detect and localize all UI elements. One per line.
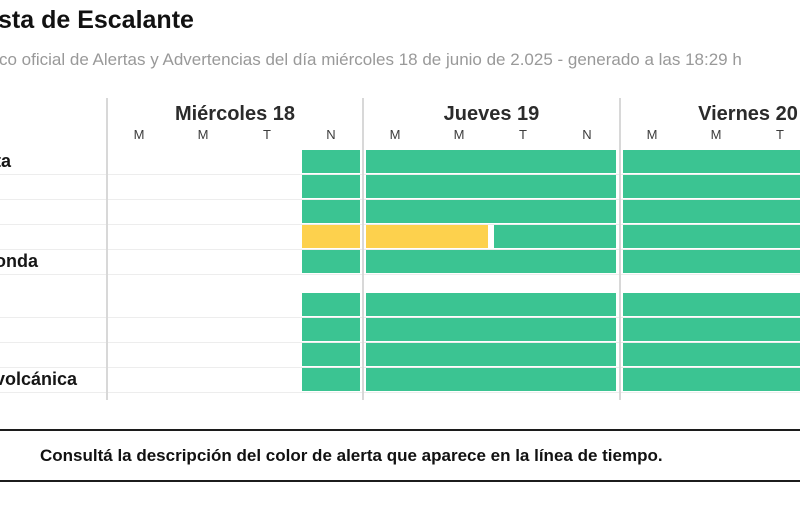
row-label: volcánica bbox=[0, 369, 78, 389]
gridline bbox=[0, 274, 800, 275]
page-title: sta de Escalante bbox=[0, 6, 194, 34]
alert-bar[interactable] bbox=[623, 225, 800, 248]
alert-bar[interactable] bbox=[623, 368, 800, 391]
alert-bar[interactable] bbox=[302, 343, 360, 366]
period-label: N bbox=[326, 127, 336, 142]
gridline bbox=[0, 199, 800, 200]
column-divider bbox=[106, 98, 108, 400]
alert-bar[interactable] bbox=[623, 175, 800, 198]
footer-bottom-rule bbox=[0, 480, 800, 482]
period-label: M bbox=[133, 127, 145, 142]
alert-bar[interactable] bbox=[366, 150, 616, 173]
row-label: onda bbox=[0, 251, 38, 271]
alert-bar[interactable] bbox=[302, 318, 360, 341]
alert-bar[interactable] bbox=[366, 250, 616, 273]
period-label: N bbox=[582, 127, 592, 142]
gridline bbox=[0, 174, 800, 175]
alert-bar[interactable] bbox=[302, 225, 360, 248]
period-label: M bbox=[453, 127, 465, 142]
alert-bar[interactable] bbox=[366, 293, 616, 316]
day-header: Viernes 20 bbox=[698, 103, 798, 125]
alert-bar[interactable] bbox=[623, 343, 800, 366]
alert-bar[interactable] bbox=[623, 318, 800, 341]
page-subtitle: co oficial de Alertas y Advertencias del… bbox=[0, 50, 742, 69]
gridline bbox=[0, 342, 800, 343]
alert-bar[interactable] bbox=[302, 368, 360, 391]
alert-bar[interactable] bbox=[366, 343, 616, 366]
alert-bar[interactable] bbox=[494, 225, 616, 248]
alert-bar[interactable] bbox=[302, 200, 360, 223]
alert-bar[interactable] bbox=[623, 200, 800, 223]
gridline bbox=[0, 367, 800, 368]
alert-bar[interactable] bbox=[302, 293, 360, 316]
alert-bar[interactable] bbox=[366, 368, 616, 391]
period-label: M bbox=[710, 127, 722, 142]
alert-bar[interactable] bbox=[302, 175, 360, 198]
gridline bbox=[0, 249, 800, 250]
alert-bar[interactable] bbox=[623, 293, 800, 316]
day-header: Miércoles 18 bbox=[174, 103, 296, 125]
alert-bar[interactable] bbox=[302, 250, 360, 273]
gridline bbox=[0, 392, 800, 393]
period-label: M bbox=[646, 127, 658, 142]
column-divider bbox=[619, 98, 621, 400]
alert-bar[interactable] bbox=[623, 150, 800, 173]
period-label: T bbox=[263, 127, 271, 142]
alert-bar[interactable] bbox=[366, 318, 616, 341]
alert-bar[interactable] bbox=[366, 200, 616, 223]
period-label: T bbox=[519, 127, 527, 142]
column-divider bbox=[362, 98, 364, 400]
alert-bar[interactable] bbox=[623, 250, 800, 273]
footer-top-rule bbox=[0, 429, 800, 431]
gridline bbox=[0, 317, 800, 318]
row-label: ta bbox=[0, 151, 12, 171]
period-label: T bbox=[776, 127, 784, 142]
day-header: Jueves 19 bbox=[443, 103, 540, 125]
alert-bar[interactable] bbox=[366, 225, 488, 248]
alert-bar[interactable] bbox=[302, 150, 360, 173]
gridline bbox=[0, 224, 800, 225]
timeline-note: Consultá la descripción del color de ale… bbox=[40, 446, 663, 465]
period-label: M bbox=[389, 127, 401, 142]
period-label: M bbox=[197, 127, 209, 142]
alert-bar[interactable] bbox=[366, 175, 616, 198]
